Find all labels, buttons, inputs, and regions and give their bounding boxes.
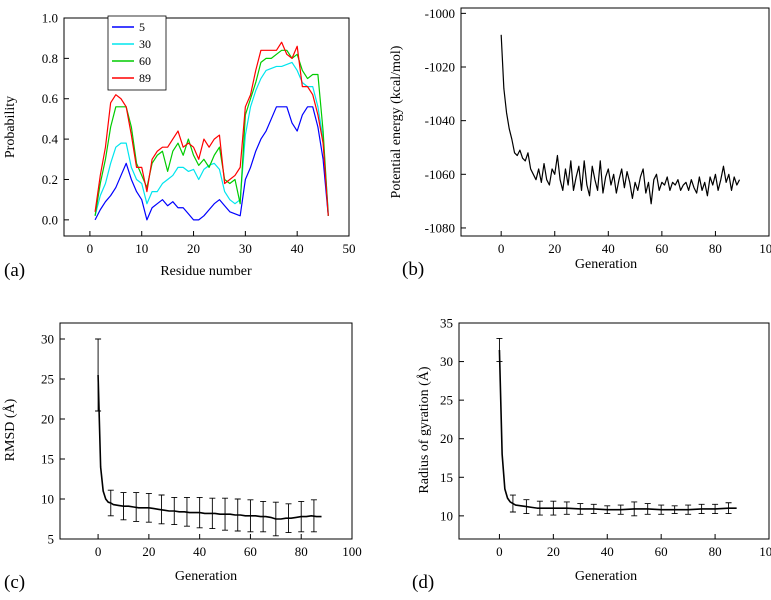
y-tick-label: 0.8	[42, 51, 58, 66]
y-tick-label: 0.0	[42, 212, 58, 227]
series-line-89	[94, 41, 329, 216]
series-line-mean-RMSD	[97, 374, 322, 520]
y-tick-label: -1060	[425, 167, 455, 182]
chart-panel-1: 0 20 40 60 80 100 -1000 -1020 -1040 -1060 -1080 Gen…	[389, 6, 771, 280]
series-line-60	[94, 49, 329, 216]
y-tick-label: 20	[440, 431, 453, 446]
x-tick-label: 100	[759, 544, 771, 559]
y-tick-label: -1040	[425, 113, 455, 128]
x-axis-label: Generation	[575, 569, 637, 584]
y-tick-label: 5	[48, 532, 55, 547]
y-tick-label: 1.0	[42, 11, 58, 26]
legend-label: 89	[139, 71, 151, 85]
y-tick-label: 10	[41, 492, 54, 507]
y-axis-label: Probability	[3, 96, 18, 158]
y-tick-label: -1000	[425, 6, 455, 21]
series-line-5	[94, 106, 329, 221]
y-tick-label: 0.6	[42, 91, 59, 106]
x-tick-label: 30	[239, 241, 252, 256]
x-tick-label: 50	[343, 241, 356, 256]
y-tick-label: -1020	[425, 60, 455, 75]
plot-frame	[59, 322, 353, 540]
x-tick-label: 80	[709, 241, 722, 256]
y-tick-label: 20	[41, 412, 54, 427]
legend-label: 60	[139, 54, 151, 68]
y-tick-label: 0.2	[42, 172, 58, 187]
y-tick-label: 30	[440, 354, 453, 369]
x-tick-label: 10	[135, 241, 148, 256]
x-tick-label: 0	[496, 544, 503, 559]
series-line-energy	[500, 34, 741, 205]
x-axis-label: Generation	[175, 569, 237, 584]
x-tick-label: 20	[142, 544, 155, 559]
panel-label: (a)	[4, 260, 25, 281]
panel-label: (b)	[402, 259, 424, 280]
legend-label: 5	[139, 20, 145, 34]
panel-label: (d)	[412, 572, 434, 593]
chart-panel-2: 0 20 40 60 80 100 5 10 15 20 25 30 Generation RMSD (Å…	[2, 322, 362, 593]
x-tick-label: 100	[342, 544, 362, 559]
x-tick-label: 60	[655, 544, 668, 559]
plot-frame	[460, 7, 770, 237]
x-tick-label: 60	[655, 241, 668, 256]
y-axis-label: Potential energy (kcal/mol)	[389, 45, 404, 198]
y-axis-label: Radius of gyration (Å)	[416, 366, 432, 493]
x-tick-label: 20	[548, 241, 561, 256]
series-line-30	[94, 61, 329, 216]
x-axis-label: Residue number	[160, 264, 252, 279]
legend: 5 30 60 89	[107, 15, 167, 91]
x-tick-label: 80	[709, 544, 722, 559]
legend-label: 30	[139, 37, 151, 51]
x-tick-label: 80	[295, 544, 308, 559]
x-tick-label: 40	[291, 241, 304, 256]
y-tick-label: 30	[41, 332, 54, 347]
x-tick-label: 0	[498, 241, 505, 256]
plot-frame	[458, 322, 770, 540]
y-tick-label: 25	[41, 372, 54, 387]
x-tick-label: 40	[601, 544, 614, 559]
y-tick-label: 25	[440, 393, 453, 408]
chart-panel-0: 0 10 20 30 40 50 0.0 0.2 0.4 0.6 0.8 1.0 Residue num…	[3, 11, 356, 282]
y-axis-label: RMSD (Å)	[2, 398, 18, 461]
x-tick-label: 100	[759, 241, 771, 256]
x-tick-label: 20	[187, 241, 200, 256]
x-tick-label: 40	[602, 241, 615, 256]
x-tick-label: 20	[547, 544, 560, 559]
x-tick-label: 0	[87, 241, 94, 256]
y-tick-label: 15	[440, 470, 453, 485]
chart-panel-3: 0 20 40 60 80 100 10 15 20 25 30 35 Generation Radius…	[412, 316, 771, 594]
x-tick-label: 40	[193, 544, 206, 559]
y-tick-label: 35	[440, 316, 453, 331]
y-tick-label: 0.4	[42, 132, 59, 147]
plot-frame	[63, 17, 350, 237]
x-tick-label: 0	[95, 544, 102, 559]
y-tick-label: 15	[41, 452, 54, 467]
y-tick-label: -1080	[425, 220, 455, 235]
series-line-mean-Rg	[498, 349, 737, 511]
y-tick-label: 10	[440, 508, 453, 523]
panel-label: (c)	[4, 572, 25, 593]
x-tick-label: 60	[244, 544, 257, 559]
x-axis-label: Generation	[575, 257, 637, 272]
